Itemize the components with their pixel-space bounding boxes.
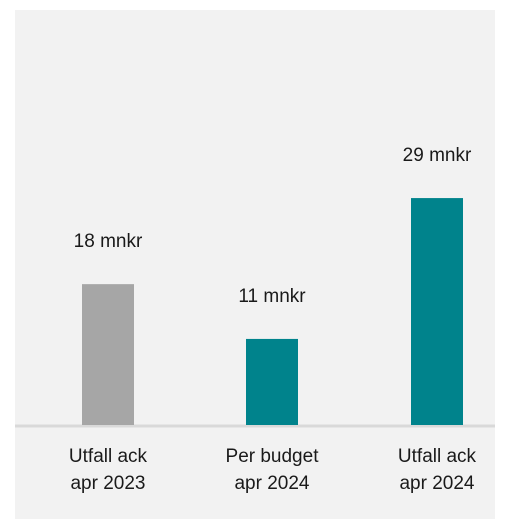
x-tick-label: Utfall ack apr 2024	[397, 446, 477, 494]
bar	[82, 284, 134, 425]
value-label: 11 mnkr	[238, 286, 306, 307]
value-label: 29 mnkr	[403, 145, 472, 166]
x-tick-label: Per budget apr 2024	[225, 446, 319, 494]
bar	[411, 198, 463, 425]
bar	[246, 338, 298, 425]
x-tick-label: Utfall ack apr 2023	[68, 446, 148, 494]
value-label: 18 mnkr	[74, 231, 143, 252]
